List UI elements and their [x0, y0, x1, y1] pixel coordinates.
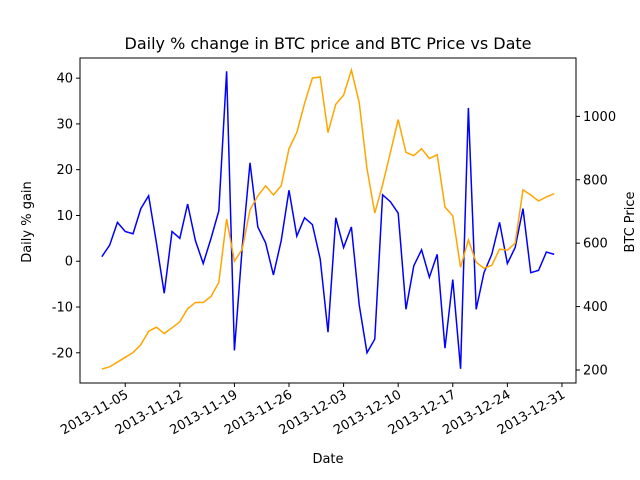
chart-title: Daily % change in BTC price and BTC Pric…	[125, 34, 532, 53]
y-axis-label: Daily % gain	[20, 181, 35, 263]
series-line	[101, 71, 555, 369]
y-tick-label: -20	[52, 346, 73, 361]
y-tick-label: 20	[56, 163, 73, 178]
y2-axis-label: BTC Price	[623, 191, 638, 252]
series-line	[101, 67, 555, 370]
y2-tick-label: 200	[583, 364, 608, 379]
y2-tick-label: 600	[583, 237, 608, 252]
x-axis-label: Date	[312, 452, 343, 467]
plot-frame	[79, 57, 577, 384]
y2-tick-label: 800	[583, 173, 608, 188]
y-tick-label: 40	[56, 72, 73, 87]
y2-tick-label: 1000	[583, 110, 616, 125]
y-tick-label: 30	[56, 117, 73, 132]
y-tick-label: 0	[65, 255, 73, 270]
y-tick-label: 10	[56, 209, 73, 224]
y2-tick-label: 400	[583, 300, 608, 315]
y-tick-label: -10	[52, 301, 73, 316]
